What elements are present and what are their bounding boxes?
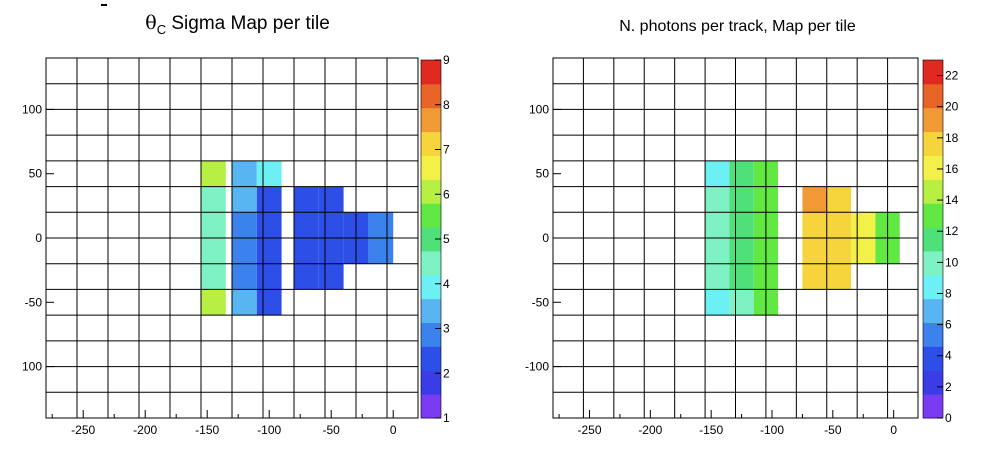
left-cell xyxy=(294,186,319,213)
left-y-tick-label: 100 xyxy=(22,102,42,116)
left-cell xyxy=(256,160,282,187)
left-palette-band xyxy=(421,83,441,109)
left-cell xyxy=(318,238,344,264)
left-y-tick-label: 0 xyxy=(35,231,42,245)
left-cell xyxy=(256,289,282,316)
left-cell xyxy=(201,263,226,290)
left-palette-tick-label: 7 xyxy=(443,143,450,157)
left-cell xyxy=(201,212,226,238)
left-palette-tick-label: 2 xyxy=(443,366,450,380)
left-x-tick-label: -100 xyxy=(257,423,281,437)
title-dash-mark xyxy=(101,4,107,6)
left-x-tick-label: -150 xyxy=(195,423,219,437)
theta-subscript: C xyxy=(156,21,167,37)
left-cell xyxy=(256,238,282,264)
left-cell xyxy=(294,212,319,238)
chart-left-title: θC Sigma Map per tile xyxy=(55,12,420,37)
left-cell xyxy=(256,263,282,290)
left-y-tick-label: -50 xyxy=(25,295,43,309)
left-palette-band xyxy=(421,107,441,133)
chart-left-title-text: Sigma Map per tile xyxy=(166,13,330,34)
left-palette-band xyxy=(421,298,441,324)
left-cell xyxy=(201,289,226,316)
left-cell xyxy=(232,238,257,264)
left-x-tick-label: -250 xyxy=(71,423,95,437)
theta-symbol: θ xyxy=(145,12,157,34)
left-cell xyxy=(294,263,319,290)
left-cell xyxy=(318,263,344,290)
left-y-tick-label: 50 xyxy=(29,167,43,181)
left-cell xyxy=(318,186,344,213)
left-x-tick-label: 0 xyxy=(390,423,397,437)
left-palette-band xyxy=(421,131,441,156)
left-palette-tick-label: 4 xyxy=(443,277,450,291)
left-y-tick-label: 100 xyxy=(22,360,42,374)
left-cell xyxy=(232,186,257,213)
left-cell xyxy=(318,212,344,238)
left-palette-tick-label: 3 xyxy=(443,322,450,336)
left-x-tick-label: -200 xyxy=(133,423,157,437)
left-palette-band xyxy=(421,227,441,252)
left-cell xyxy=(232,160,257,187)
left-palette-tick-label: 8 xyxy=(443,98,450,112)
left-palette-band xyxy=(421,322,441,347)
left-palette-band xyxy=(421,346,441,371)
left-cell xyxy=(294,238,319,264)
left-palette-tick-label: 1 xyxy=(443,411,450,425)
chart-right-title: N. photons per track, Map per tile xyxy=(619,18,856,35)
left-cell xyxy=(232,263,257,290)
left-palette-band xyxy=(421,179,441,204)
left-x-tick-label: -50 xyxy=(323,423,341,437)
left-cell xyxy=(368,238,394,264)
left-palette-band xyxy=(421,155,441,180)
left-cell xyxy=(232,212,257,238)
left-palette-tick-label: 9 xyxy=(443,53,450,67)
left-cell xyxy=(256,212,282,238)
left-palette-tick-label: 6 xyxy=(443,187,450,201)
left-palette-band xyxy=(421,394,441,419)
left-palette-band xyxy=(421,370,441,395)
left-palette-band xyxy=(421,274,441,300)
left-cell xyxy=(201,160,226,187)
left-palette-band xyxy=(421,203,441,228)
left-palette-band xyxy=(421,250,441,276)
left-cell xyxy=(201,238,226,264)
left-palette-tick-label: 5 xyxy=(443,232,450,246)
left-cell xyxy=(201,186,226,213)
left-cell xyxy=(232,289,257,316)
left-cell xyxy=(368,212,394,238)
left-palette-band xyxy=(421,60,441,85)
left-cell xyxy=(256,186,282,213)
